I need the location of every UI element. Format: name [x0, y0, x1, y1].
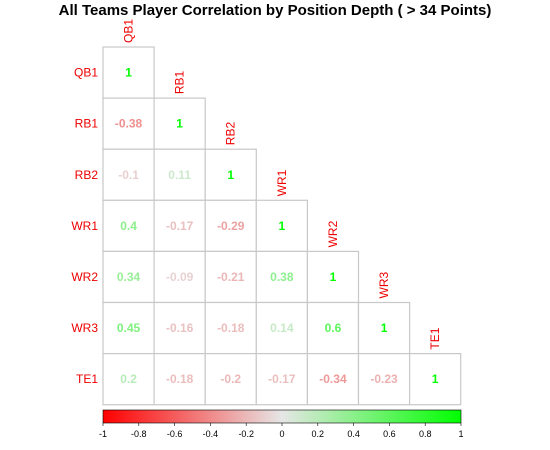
colorbar-tick-label: -1 — [99, 429, 107, 439]
cell-value-RB2-RB2: 1 — [227, 168, 234, 182]
row-label-WR3: WR3 — [71, 321, 98, 335]
cell-value-WR3-WR2: 0.6 — [325, 321, 342, 335]
colorbar-tick-label: -0.2 — [238, 429, 254, 439]
colorbar-gradient — [103, 410, 461, 423]
cell-value-WR3-WR1: 0.14 — [270, 321, 294, 335]
colorbar-tick-label: 0.2 — [312, 429, 325, 439]
colorbar-tick-label: 0.6 — [383, 429, 396, 439]
cell-value-WR2-WR1: 0.38 — [270, 270, 294, 284]
colorbar-tick-label: 0.8 — [419, 429, 432, 439]
cell-value-RB2-RB1: 0.11 — [168, 168, 191, 182]
column-label-WR3: WR3 — [377, 272, 391, 299]
colorbar-tick-label: 0.4 — [347, 429, 360, 439]
colorbar: -1 -0.8 -0.6 -0.4 -0.2 0 0.2 0.4 0.6 0.8 1 — [99, 410, 464, 439]
cell-value-TE1-WR1: -0.17 — [268, 372, 296, 386]
row-label-WR2: WR2 — [71, 270, 98, 284]
colorbar-tick-label: 1 — [458, 429, 463, 439]
cell-value-TE1-QB1: 0.2 — [120, 372, 137, 386]
column-label-WR1: WR1 — [275, 169, 289, 196]
cell-value-TE1-RB1: -0.18 — [166, 372, 194, 386]
column-label-RB1: RB1 — [173, 70, 187, 94]
cell-value-TE1-TE1: 1 — [432, 372, 439, 386]
colorbar-ticks: -1 -0.8 -0.6 -0.4 -0.2 0 0.2 0.4 0.6 0.8 1 — [99, 423, 464, 439]
cell-value-QB1-QB1: 1 — [125, 66, 132, 80]
cell-value-RB1-QB1: -0.38 — [115, 117, 143, 131]
colorbar-tick-label: -0.6 — [167, 429, 183, 439]
row-labels: QB1 RB1 RB2 WR1 WR2 WR3 TE1 — [71, 66, 98, 387]
cell-value-TE1-WR3: -0.23 — [370, 372, 398, 386]
cell-value-TE1-RB2: -0.2 — [220, 372, 241, 386]
cell-value-WR1-RB2: -0.29 — [217, 219, 245, 233]
row-label-QB1: QB1 — [74, 66, 98, 80]
column-label-WR2: WR2 — [326, 220, 340, 247]
row-label-RB1: RB1 — [75, 117, 99, 131]
cell-value-WR2-WR2: 1 — [330, 270, 337, 284]
cell-value-WR2-RB2: -0.21 — [217, 270, 245, 284]
row-label-TE1: TE1 — [76, 372, 98, 386]
colorbar-tick-label: -0.8 — [131, 429, 147, 439]
cell-value-WR3-RB1: -0.16 — [166, 321, 194, 335]
cell-value-WR1-QB1: 0.4 — [120, 219, 137, 233]
cell-value-WR3-WR3: 1 — [381, 321, 388, 335]
row-label-WR1: WR1 — [71, 219, 98, 233]
cell-value-RB1-RB1: 1 — [176, 117, 183, 131]
chart-title: All Teams Player Correlation by Position… — [59, 2, 492, 19]
cell-value-RB2-QB1: -0.1 — [118, 168, 139, 182]
column-label-TE1: TE1 — [428, 327, 442, 349]
cell-value-WR3-RB2: -0.18 — [217, 321, 245, 335]
cell-value-WR1-WR1: 1 — [279, 219, 286, 233]
row-label-RB2: RB2 — [75, 168, 99, 182]
colorbar-tick-label: 0 — [279, 429, 284, 439]
cell-value-WR2-QB1: 0.34 — [117, 270, 141, 284]
colorbar-tick-label: -0.4 — [203, 429, 219, 439]
column-label-QB1: QB1 — [122, 19, 136, 43]
cell-value-WR2-RB1: -0.09 — [166, 270, 194, 284]
column-label-RB2: RB2 — [224, 122, 238, 146]
cell-value-WR1-RB1: -0.17 — [166, 219, 194, 233]
cell-value-TE1-WR2: -0.34 — [319, 372, 347, 386]
cell-value-WR3-QB1: 0.45 — [117, 321, 141, 335]
